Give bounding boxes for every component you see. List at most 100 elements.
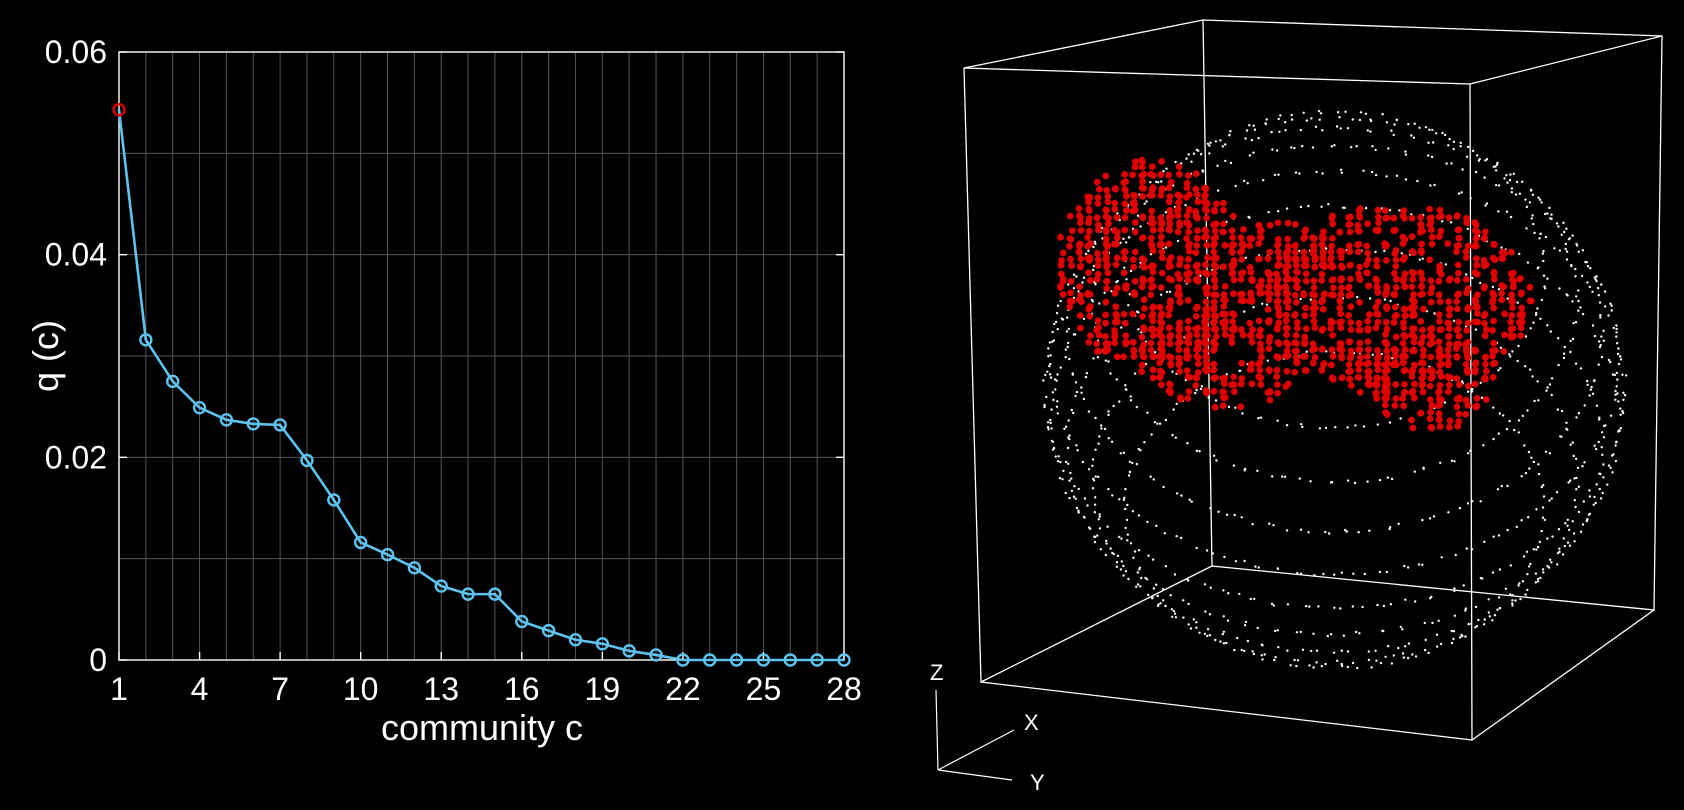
community-voxel <box>1482 353 1489 361</box>
community-voxel <box>1490 304 1498 312</box>
outline-voxel <box>1521 580 1525 583</box>
outline-voxel <box>1068 479 1071 482</box>
community-voxel <box>1499 255 1507 262</box>
outline-voxel <box>1510 187 1514 190</box>
outline-voxel <box>1159 602 1162 605</box>
outline-voxel <box>1439 461 1442 464</box>
outline-voxel <box>1265 303 1269 306</box>
outline-voxel <box>1182 599 1185 602</box>
outline-voxel <box>1555 222 1559 225</box>
community-voxel <box>1275 254 1283 262</box>
outline-voxel <box>1069 471 1072 475</box>
outline-voxel <box>1315 661 1318 664</box>
community-voxel <box>1111 333 1119 341</box>
outline-voxel <box>1506 297 1509 300</box>
outline-voxel <box>1571 337 1575 341</box>
outline-voxel <box>1347 479 1350 482</box>
community-voxel <box>1319 297 1327 304</box>
community-voxel <box>1102 319 1109 327</box>
outline-voxel <box>1407 123 1410 126</box>
outline-voxel <box>1364 206 1368 210</box>
outline-voxel <box>1450 641 1454 645</box>
community-voxel <box>1456 381 1463 389</box>
community-voxel <box>1247 291 1255 299</box>
community-voxel <box>1166 256 1173 264</box>
outline-voxel <box>1528 368 1532 371</box>
community-voxel <box>1192 313 1200 320</box>
outline-voxel <box>1190 160 1193 163</box>
community-voxel <box>1408 214 1416 222</box>
community-voxel <box>1102 228 1110 236</box>
outline-voxel <box>1382 604 1386 608</box>
outline-voxel <box>1491 571 1495 574</box>
outline-voxel <box>1342 634 1346 637</box>
community-voxel <box>1220 263 1227 271</box>
outline-voxel <box>1573 477 1576 480</box>
community-voxel <box>1490 317 1497 325</box>
outline-voxel <box>1243 624 1247 627</box>
outline-voxel <box>1277 646 1280 649</box>
outline-voxel <box>1609 414 1613 417</box>
community-voxel <box>1426 256 1433 264</box>
outline-voxel <box>1433 183 1436 187</box>
community-voxel <box>1390 319 1398 326</box>
outline-voxel <box>1570 264 1573 268</box>
community-voxel <box>1121 255 1128 262</box>
outline-voxel <box>1299 528 1303 531</box>
outline-voxel <box>1336 659 1339 662</box>
outline-voxel <box>1520 519 1523 522</box>
community-voxel <box>1220 375 1228 383</box>
community-voxel <box>1266 221 1274 229</box>
community-voxel <box>1498 290 1506 297</box>
outline-voxel <box>1588 285 1592 289</box>
outline-voxel <box>1128 470 1132 474</box>
community-voxels <box>1057 156 1535 432</box>
outline-voxel <box>1595 275 1598 278</box>
community-voxel <box>1445 340 1453 348</box>
outline-voxel <box>1364 112 1368 116</box>
outline-voxel <box>1301 648 1305 651</box>
community-voxel <box>1148 234 1155 242</box>
outline-voxel <box>1467 452 1470 455</box>
community-voxel <box>1329 352 1337 360</box>
outline-voxel <box>1418 258 1422 261</box>
outline-voxel <box>1478 157 1481 161</box>
outline-voxel <box>1452 319 1456 322</box>
community-voxel <box>1312 304 1319 312</box>
community-voxel <box>1149 326 1157 333</box>
outline-voxel <box>1571 520 1574 523</box>
outline-voxel <box>1577 289 1580 292</box>
outline-voxel <box>1586 379 1589 383</box>
outline-voxel <box>1346 426 1349 429</box>
outline-voxel <box>1575 242 1578 246</box>
outline-voxel <box>1136 571 1140 574</box>
outline-voxel <box>1575 476 1578 480</box>
outline-voxel <box>1156 594 1160 598</box>
outline-voxel <box>1483 176 1486 179</box>
community-voxel <box>1364 249 1372 257</box>
outline-voxel <box>1131 461 1134 465</box>
community-voxel <box>1347 291 1355 298</box>
community-voxel <box>1265 283 1273 291</box>
outline-voxel <box>1483 540 1486 543</box>
community-voxel <box>1094 194 1102 201</box>
community-voxel <box>1210 347 1217 354</box>
community-voxel <box>1175 361 1183 369</box>
community-voxel <box>1156 367 1164 375</box>
outline-voxel <box>1080 386 1083 389</box>
outline-voxel <box>1119 568 1123 571</box>
outline-voxel <box>1092 268 1095 272</box>
outline-voxel <box>1548 206 1551 210</box>
community-voxel <box>1463 345 1470 353</box>
community-voxel <box>1337 324 1345 332</box>
community-voxel <box>1436 423 1444 430</box>
outline-voxel <box>1617 430 1620 433</box>
community-voxel <box>1194 360 1202 368</box>
outline-voxel <box>1325 350 1328 353</box>
outline-voxel <box>1162 599 1165 602</box>
outline-voxel <box>1401 628 1404 631</box>
community-voxel <box>1345 368 1352 375</box>
outline-voxel <box>1462 584 1465 587</box>
community-voxel <box>1150 353 1157 361</box>
community-voxel <box>1309 247 1317 255</box>
